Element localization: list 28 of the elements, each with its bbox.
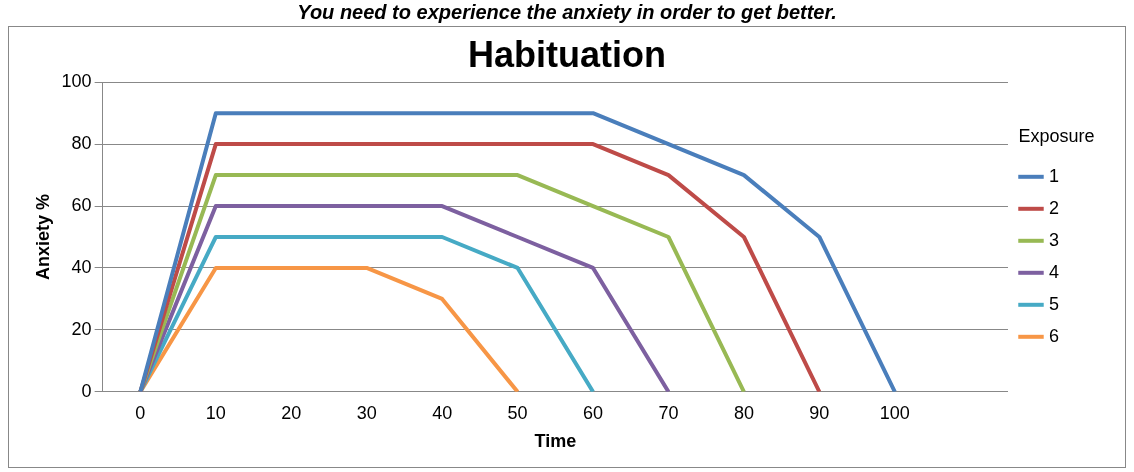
x-tick-label: 20 <box>281 402 302 423</box>
x-tick-label: 30 <box>356 402 377 423</box>
x-tick-label: 90 <box>809 402 830 423</box>
y-tick-label: 80 <box>71 133 92 154</box>
legend-label: 1 <box>1048 165 1095 186</box>
x-tick-label: 10 <box>205 402 226 423</box>
legend-label: 6 <box>1048 325 1095 346</box>
legend-label: 5 <box>1048 293 1095 314</box>
x-tick-label: 40 <box>432 402 453 423</box>
x-tick-label: 70 <box>658 402 679 423</box>
x-tick-label: 80 <box>733 402 754 423</box>
legend-title: Exposure <box>1018 126 1095 147</box>
chart-title: Habituation <box>468 33 666 75</box>
y-tick-label: 100 <box>61 71 92 92</box>
y-tick-label: 60 <box>71 195 92 216</box>
legend-label: 4 <box>1048 261 1095 282</box>
y-tick-label: 0 <box>81 380 92 401</box>
legend-label: 3 <box>1048 229 1095 250</box>
y-tick-label: 40 <box>71 256 92 277</box>
legend-label: 2 <box>1048 197 1095 218</box>
chart-subtitle: You need to experience the anxiety in order to get better. <box>296 0 838 24</box>
x-axis-title: Time <box>534 431 577 452</box>
x-tick-label: 50 <box>507 402 528 423</box>
x-tick-label: 0 <box>135 402 146 423</box>
y-axis-title: Anxiety % <box>32 193 53 281</box>
x-tick-label: 60 <box>583 402 604 423</box>
y-tick-label: 20 <box>71 318 92 339</box>
x-tick-label: 100 <box>879 402 910 423</box>
